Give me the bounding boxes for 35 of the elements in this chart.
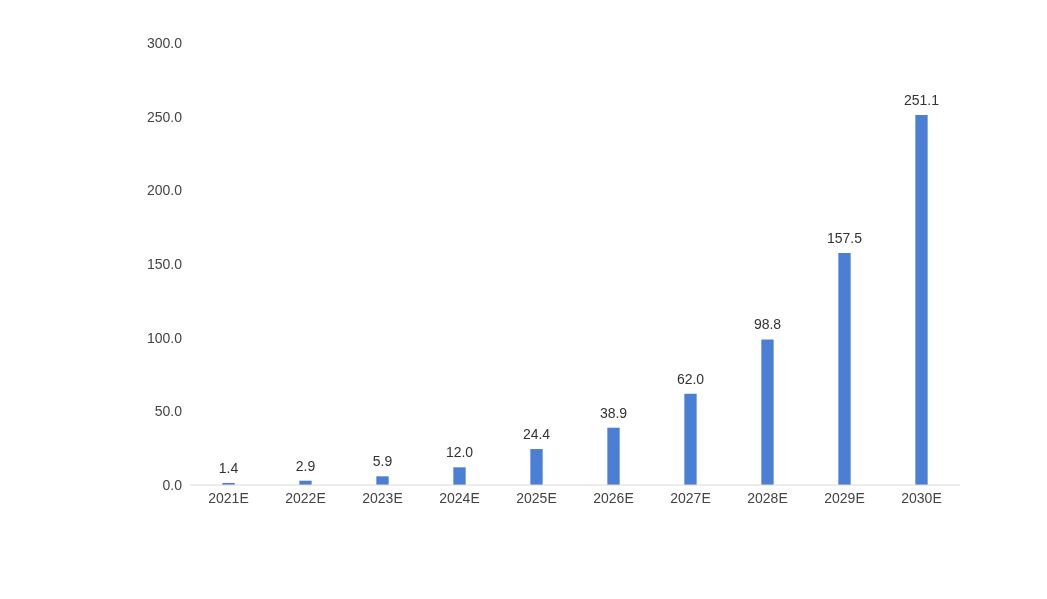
x-tick-label: 2030E [901, 489, 942, 506]
data-label: 157.5 [826, 229, 863, 246]
x-tick-label: 2022E [285, 489, 326, 506]
data-label: 251.1 [903, 92, 940, 109]
data-label: 38.9 [599, 404, 628, 421]
data-label: 5.9 [372, 453, 393, 470]
x-tick-label: 2021E [208, 489, 249, 506]
y-tick-label: 100.0 [146, 329, 183, 346]
bar [838, 252, 851, 485]
bar [761, 339, 774, 485]
x-tick-label: 2026E [593, 489, 634, 506]
x-tick-label: 2029E [824, 489, 865, 506]
data-label: 24.4 [522, 426, 551, 443]
x-tick-label: 2027E [670, 489, 711, 506]
x-tick-label: 2024E [439, 489, 480, 506]
y-tick-label: 0.0 [162, 476, 183, 493]
x-tick-label: 2023E [362, 489, 403, 506]
y-tick-label: 200.0 [146, 182, 183, 199]
data-label: 1.4 [218, 459, 239, 476]
x-tick-label: 2028E [747, 489, 788, 506]
bar [453, 467, 466, 485]
data-label: 2.9 [295, 457, 316, 474]
bar [915, 115, 928, 485]
bar [607, 427, 620, 485]
x-tick-label: 2025E [516, 489, 557, 506]
bar [376, 476, 389, 485]
data-label: 12.0 [445, 444, 474, 461]
y-tick-label: 250.0 [146, 108, 183, 125]
bar [684, 393, 697, 485]
y-tick-label: 150.0 [146, 255, 183, 272]
y-tick-label: 300.0 [146, 34, 183, 51]
y-tick-label: 50.0 [154, 403, 183, 420]
data-label: 98.8 [753, 316, 782, 333]
bar [530, 449, 543, 485]
data-label: 62.0 [676, 370, 705, 387]
